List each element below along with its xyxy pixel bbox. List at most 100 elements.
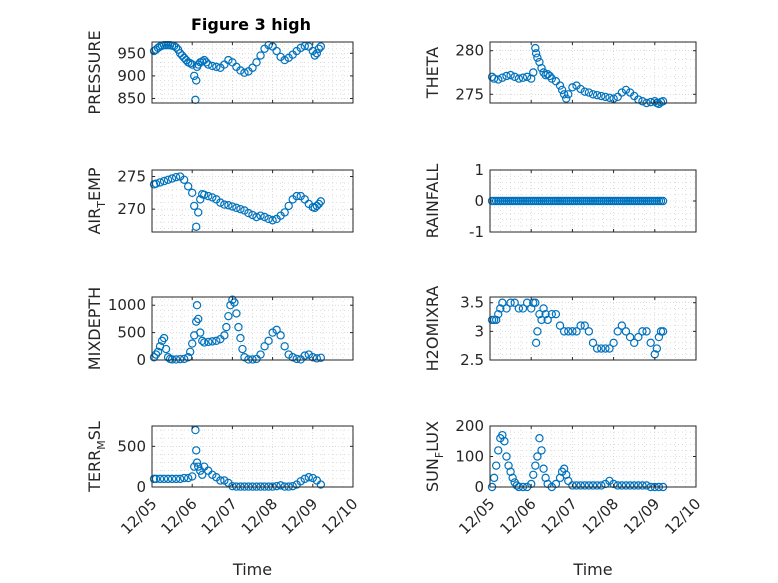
data-point: [194, 314, 203, 324]
data-point: [557, 85, 567, 95]
data-point: [634, 481, 643, 490]
data-point: [159, 474, 169, 484]
data-point: [171, 43, 181, 52]
data-point: [288, 481, 297, 491]
data-point: [533, 452, 542, 461]
data-point: [179, 354, 189, 364]
data-point: [292, 354, 301, 364]
y-axis-label: MIXDEPTH: [85, 287, 104, 370]
data-point: [198, 336, 207, 346]
x-tick-label: 12/10: [318, 495, 361, 538]
data-point: [308, 353, 317, 362]
data-point: [155, 178, 165, 187]
data-point: [642, 481, 651, 490]
subplot-2: 275 280 THETA: [423, 41, 697, 109]
data-point: [514, 304, 524, 313]
y-axis-label-subscript: F: [433, 452, 446, 458]
data-point: [167, 355, 177, 364]
data-point: [564, 90, 573, 99]
data-point: [512, 481, 521, 490]
data-point: [584, 327, 594, 336]
y-tick-label: 950: [117, 44, 146, 62]
y-axis-label-part: SUN: [423, 458, 442, 492]
data-point: [527, 304, 536, 313]
data-point: [256, 51, 265, 60]
data-point: [280, 208, 289, 217]
data-point: [200, 190, 209, 199]
axes-frame: [489, 41, 697, 104]
data-point: [236, 333, 245, 343]
y-axis-label-part: TERR: [85, 450, 104, 493]
data-point: [510, 72, 519, 82]
axes-frame: [151, 425, 354, 488]
data-point: [625, 481, 635, 490]
data-point: [533, 53, 542, 62]
subplot-grid: 850 900 950 PRESSURE 275 280 THETA 270 275 AIRTEM…: [85, 30, 704, 579]
data-point: [234, 322, 243, 332]
data-point: [232, 203, 241, 213]
data-point: [489, 473, 499, 483]
data-point: [260, 212, 269, 222]
data-point: [284, 201, 293, 211]
data-point: [508, 473, 517, 483]
data-point: [292, 191, 301, 201]
x-tick-label: 12/07: [538, 495, 581, 538]
subplot-4: -1 0 1 RAINFALL: [423, 161, 697, 241]
plot-area: [490, 42, 696, 103]
data-point: [537, 63, 546, 73]
data-point: [161, 344, 171, 354]
data-point: [588, 90, 598, 99]
data-point: [300, 474, 309, 484]
data-point: [597, 344, 606, 353]
data-point: [551, 309, 561, 319]
y-tick-label: 275: [117, 168, 146, 186]
data-point: [576, 321, 585, 330]
y-tick-label: 0: [474, 478, 484, 496]
figure-title: Figure 3 high: [191, 15, 311, 34]
data-point: [580, 321, 589, 330]
data-point: [230, 298, 239, 307]
y-tick-label: 3.5: [460, 294, 484, 312]
data-point: [541, 309, 550, 319]
subplot-1: 850 900 950 PRESSURE: [85, 30, 354, 115]
y-axis-label: RAINFALL: [423, 164, 442, 239]
data-point: [304, 473, 313, 482]
data-point: [494, 446, 503, 455]
data-point: [584, 481, 594, 490]
data-point: [183, 473, 193, 483]
data-point: [621, 327, 631, 336]
data-point: [256, 211, 265, 220]
data-point: [568, 481, 577, 490]
data-point: [592, 344, 602, 353]
data-point: [502, 304, 511, 313]
data-point: [502, 71, 511, 81]
data-point: [559, 327, 569, 336]
data-point: [198, 470, 207, 479]
data-point: [580, 87, 589, 96]
data-point: [202, 58, 211, 67]
y-tick-label: 900: [117, 67, 146, 85]
data-point: [494, 309, 503, 319]
y-tick-label: 275: [455, 85, 484, 103]
data-point: [224, 311, 233, 321]
x-tick-label: 12/08: [238, 495, 281, 538]
data-point: [630, 338, 639, 348]
data-point: [601, 92, 610, 102]
data-point: [179, 175, 189, 184]
data-point: [220, 200, 229, 209]
data-point: [514, 74, 524, 83]
y-axis-label-part: SL: [85, 421, 104, 440]
data-point: [547, 74, 557, 83]
data-point: [187, 60, 197, 69]
data-point: [531, 338, 541, 348]
data-point: [562, 94, 571, 103]
data-point: [159, 176, 169, 186]
data-point: [244, 208, 253, 218]
data-point: [252, 58, 261, 67]
data-point: [506, 298, 515, 307]
data-point: [592, 90, 602, 100]
data-point: [576, 481, 585, 490]
y-tick-label: 200: [455, 417, 484, 435]
data-point: [171, 474, 181, 484]
data-point: [208, 337, 217, 346]
